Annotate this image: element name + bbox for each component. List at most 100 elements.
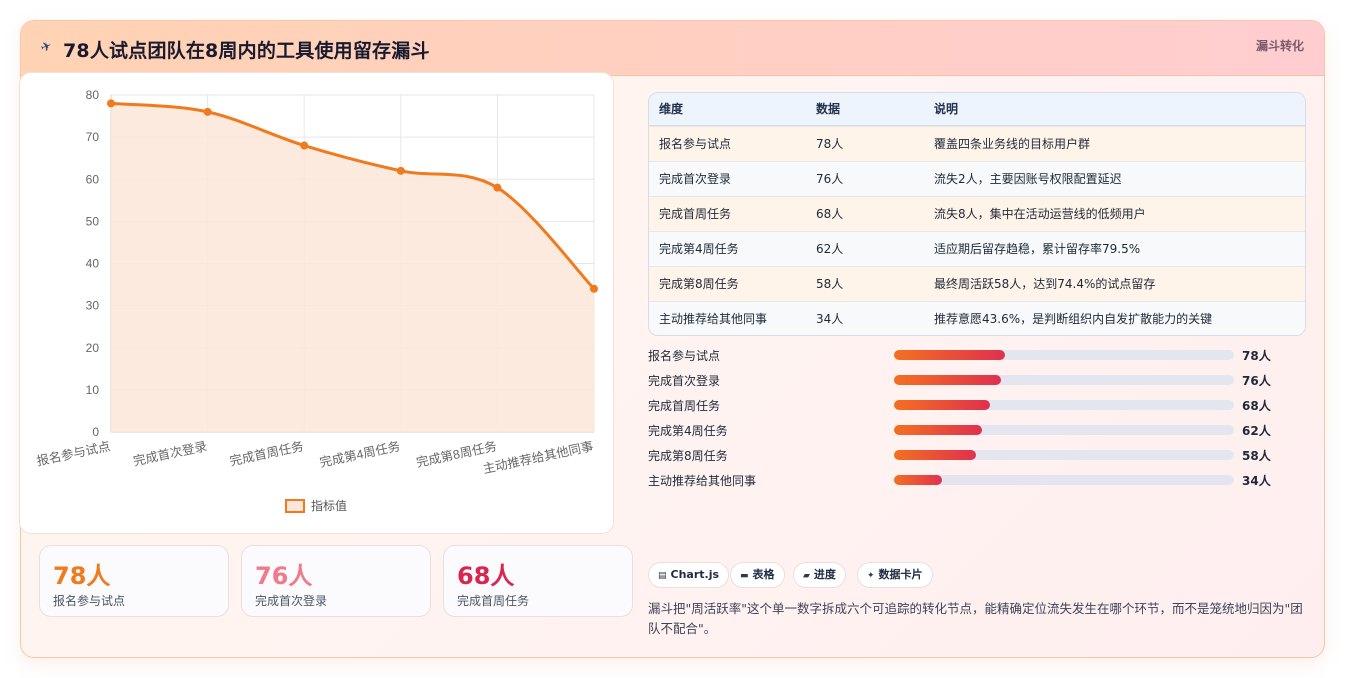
table-cell: 62人 — [816, 242, 844, 256]
stat-label: 完成首次登录 — [255, 594, 328, 608]
table-cell: 58人 — [816, 277, 844, 291]
progress-icon: ▰ — [803, 571, 810, 581]
summary-text: 漏斗把"周活跃率"这个单一数字拆成六个可追踪的转化节点，能精确定位流失发生在哪个… — [648, 601, 1303, 636]
progress-row: 完成第4周任务 62人 — [648, 420, 1298, 440]
stat-label: 报名参与试点 — [53, 594, 126, 608]
y-tick-label: 0 — [92, 425, 99, 439]
stat-card: 68人 完成首周任务 — [443, 545, 633, 617]
progress-fill — [894, 450, 976, 460]
y-tick-label: 80 — [86, 88, 100, 102]
progress-label: 主动推荐给其他同事 — [648, 474, 757, 488]
progress-fill — [894, 400, 991, 410]
data-point — [396, 166, 405, 175]
data-point — [590, 284, 598, 293]
table-row: 完成首次登录 76人 流失2人，主要因账号权限配置延迟 — [649, 161, 1305, 196]
table-cell: 68人 — [816, 207, 844, 221]
table-cell: 覆盖四条业务线的目标用户群 — [934, 137, 1091, 151]
table-cell: 完成首次登录 — [659, 172, 732, 186]
chip-data-card[interactable]: ✦ 数据卡片 — [857, 562, 933, 588]
table-cell: 34人 — [816, 312, 844, 326]
y-tick-label: 70 — [86, 130, 100, 144]
progress-label: 完成第4周任务 — [648, 424, 728, 438]
x-tick-label: 完成第4周任务 — [318, 438, 401, 470]
y-tick-label: 50 — [86, 214, 100, 228]
progress-label: 完成首周任务 — [648, 399, 721, 413]
table-cell: 78人 — [816, 137, 844, 151]
x-tick-label: 主动推荐给其他同事 — [482, 439, 595, 476]
progress-track — [894, 475, 1234, 485]
chip-chartjs[interactable]: ▤ Chart.js — [648, 562, 730, 588]
table-row: 主动推荐给其他同事 34人 推荐意愿43.6%，是判断组织内自发扩散能力的关键 — [649, 301, 1305, 335]
progress-row: 主动推荐给其他同事 34人 — [648, 470, 1298, 490]
y-tick-label: 20 — [86, 341, 100, 355]
progress-track — [894, 450, 1234, 460]
table-header-cell: 维度 — [659, 102, 684, 116]
table-cell: 适应期后留存趋稳，累计留存率79.5% — [934, 242, 1141, 256]
progress-fill — [894, 350, 1005, 360]
table-row: 报名参与试点 78人 覆盖四条业务线的目标用户群 — [649, 126, 1305, 161]
progress-track — [894, 400, 1234, 410]
progress-value: 34人 — [1242, 474, 1271, 488]
stat-card: 76人 完成首次登录 — [241, 545, 431, 617]
chart-icon: ▤ — [658, 571, 667, 581]
stat-value: 68人 — [457, 562, 515, 590]
progress-track — [894, 350, 1234, 360]
progress-row: 报名参与试点 78人 — [648, 345, 1298, 365]
legend-label: 指标值 — [311, 498, 347, 513]
stat-value: 78人 — [53, 562, 111, 590]
data-point — [107, 99, 115, 108]
progress-label: 完成第8周任务 — [648, 449, 728, 463]
plane-icon: ✈ — [38, 38, 55, 57]
table-cell: 完成第4周任务 — [659, 242, 739, 256]
table-row: 完成第8周任务 58人 最终周活跃58人，达到74.4%的试点留存 — [649, 266, 1305, 301]
chip-progress[interactable]: ▰ 进度 — [793, 562, 846, 588]
chip-label: 表格 — [752, 568, 775, 581]
table-cell: 报名参与试点 — [659, 137, 732, 151]
line-chart: 0 10 20 30 40 50 60 70 80 报名参与试点 完成首次登录 完成首周任务 完成第4周… — [35, 88, 598, 513]
y-tick-label: 60 — [86, 172, 100, 186]
progress-track — [894, 375, 1234, 385]
stat-value: 76人 — [255, 562, 313, 590]
card-header: ✈ 78人试点团队在8周内的工具使用留存漏斗 漏斗转化 — [21, 21, 1324, 76]
progress-fill — [894, 475, 943, 485]
progress-row: 完成首次登录 76人 — [648, 370, 1298, 390]
sparkle-icon: ✦ — [867, 571, 875, 581]
table-cell: 76人 — [816, 172, 844, 186]
y-tick-label: 10 — [86, 383, 100, 397]
series-area — [111, 103, 594, 433]
progress-value: 58人 — [1242, 449, 1271, 463]
table-row: 完成第4周任务 62人 适应期后留存趋稳，累计留存率79.5% — [649, 231, 1305, 266]
data-point — [300, 141, 309, 150]
page-title: 78人试点团队在8周内的工具使用留存漏斗 — [63, 40, 430, 62]
progress-value: 76人 — [1242, 374, 1271, 388]
data-point — [493, 183, 502, 192]
chip-label: 数据卡片 — [878, 568, 923, 581]
header-tag: 漏斗转化 — [1255, 39, 1304, 53]
progress-row: 完成第8周任务 58人 — [648, 445, 1298, 465]
progress-value: 68人 — [1242, 399, 1271, 413]
stat-card: 78人 报名参与试点 — [39, 545, 229, 617]
progress-label: 完成首次登录 — [648, 374, 721, 388]
data-table: 维度 数据 说明 报名参与试点 78人 覆盖四条业务线的目标用户群 完成首次登录… — [648, 92, 1306, 336]
data-point — [203, 107, 212, 116]
chip-label: Chart.js — [670, 568, 720, 581]
progress-fill — [894, 425, 982, 435]
legend-swatch — [285, 499, 305, 513]
table-icon: ▬ — [740, 571, 749, 581]
progress-label: 报名参与试点 — [648, 349, 721, 363]
table-header-row: 维度 数据 说明 — [649, 93, 1305, 126]
y-tick-label: 40 — [86, 257, 100, 271]
table-header-cell: 数据 — [816, 102, 841, 116]
x-tick-label: 报名参与试点 — [35, 438, 111, 468]
progress-row: 完成首周任务 68人 — [648, 395, 1298, 415]
table-header-cell: 说明 — [934, 102, 959, 116]
line-chart-panel: 0 10 20 30 40 50 60 70 80 报名参与试点 完成首次登录 完成首周任务 完成第4周… — [19, 72, 614, 534]
progress-value: 78人 — [1242, 349, 1271, 363]
table-cell: 推荐意愿43.6%，是判断组织内自发扩散能力的关键 — [934, 312, 1213, 326]
table-cell: 完成首周任务 — [659, 207, 732, 221]
chip-table[interactable]: ▬ 表格 — [730, 562, 785, 588]
progress-value: 62人 — [1242, 424, 1271, 438]
table-cell: 主动推荐给其他同事 — [659, 312, 768, 326]
progress-track — [894, 425, 1234, 435]
table-cell: 流失2人，主要因账号权限配置延迟 — [934, 172, 1122, 186]
